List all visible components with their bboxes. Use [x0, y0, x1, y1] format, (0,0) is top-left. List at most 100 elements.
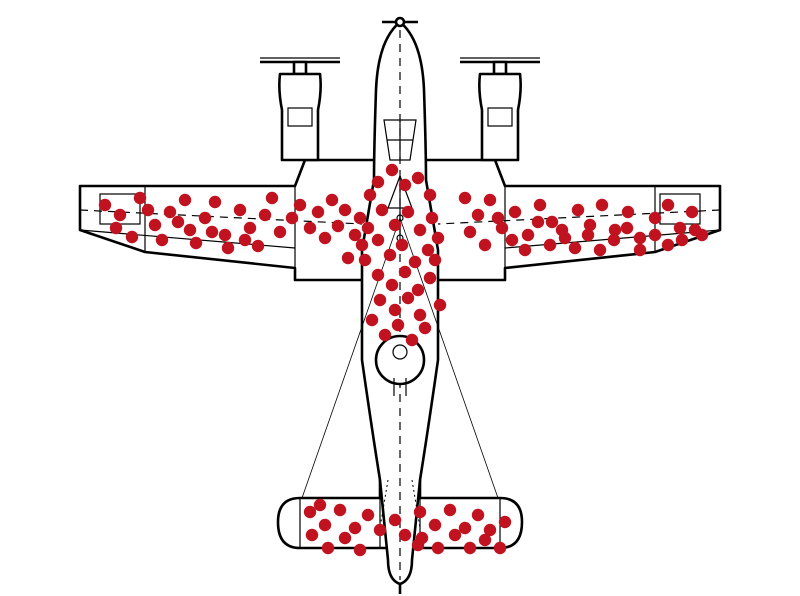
bullet-hole	[686, 206, 698, 218]
bullet-hole	[374, 524, 386, 536]
bullet-hole	[556, 224, 568, 236]
bullet-hole	[494, 542, 506, 554]
bullet-hole	[414, 224, 426, 236]
bullet-hole	[676, 234, 688, 246]
bullet-hole	[424, 189, 436, 201]
bullet-hole	[209, 196, 221, 208]
bullet-hole	[286, 212, 298, 224]
bullet-hole	[374, 294, 386, 306]
bullet-hole	[372, 234, 384, 246]
bullet-hole	[314, 499, 326, 511]
bullet-hole	[334, 504, 346, 516]
bullet-hole	[499, 516, 511, 528]
bullet-hole	[349, 229, 361, 241]
bullet-hole	[372, 269, 384, 281]
bullet-hole	[244, 222, 256, 234]
bullet-hole	[349, 522, 361, 534]
bullet-hole	[649, 229, 661, 241]
bullet-hole	[402, 206, 414, 218]
bullet-hole	[544, 239, 556, 251]
bullet-hole	[222, 242, 234, 254]
bullet-hole	[239, 234, 251, 246]
bullet-hole	[449, 529, 461, 541]
bullet-hole	[179, 194, 191, 206]
bullet-hole	[219, 229, 231, 241]
bullet-hole	[472, 209, 484, 221]
bullet-hole	[199, 212, 211, 224]
bullet-hole	[339, 204, 351, 216]
bullet-hole	[359, 254, 371, 266]
bullet-hole	[434, 299, 446, 311]
bullet-hole	[372, 176, 384, 188]
bullet-hole	[479, 239, 491, 251]
bullet-hole	[662, 239, 674, 251]
bullet-hole	[464, 542, 476, 554]
bullet-hole	[422, 244, 434, 256]
bullet-hole	[429, 519, 441, 531]
bullet-hole	[414, 309, 426, 321]
bullet-hole	[392, 319, 404, 331]
bullet-hole	[332, 220, 344, 232]
bullet-hole	[274, 226, 286, 238]
bullet-hole	[419, 322, 431, 334]
bullet-hole	[399, 179, 411, 191]
bullet-hole	[464, 226, 476, 238]
bullet-hole	[569, 242, 581, 254]
bullet-hole	[306, 529, 318, 541]
survivorship-bias-plane-diagram	[0, 0, 800, 596]
bullet-hole	[484, 194, 496, 206]
bullet-hole	[594, 244, 606, 256]
bullet-hole	[386, 164, 398, 176]
bullet-hole	[164, 206, 176, 218]
bullet-hole	[376, 204, 388, 216]
bullet-hole	[472, 509, 484, 521]
bullet-hole	[412, 172, 424, 184]
bullet-hole	[319, 232, 331, 244]
bullet-hole	[396, 239, 408, 251]
bullet-hole	[364, 189, 376, 201]
bullet-hole	[172, 216, 184, 228]
bullet-hole	[252, 240, 264, 252]
bullet-hole	[399, 266, 411, 278]
bullet-hole	[142, 204, 154, 216]
bullet-hole	[322, 542, 334, 554]
bullet-hole	[509, 206, 521, 218]
bullet-hole	[409, 256, 421, 268]
bullet-hole	[114, 209, 126, 221]
bullet-hole	[546, 216, 558, 228]
bullet-hole	[492, 212, 504, 224]
bullet-hole	[412, 284, 424, 296]
bullet-hole	[184, 224, 196, 236]
bullet-hole	[506, 234, 518, 246]
bullet-hole	[389, 514, 401, 526]
bullet-hole	[634, 244, 646, 256]
bullet-hole	[190, 237, 202, 249]
bullet-hole	[582, 229, 594, 241]
bullet-hole	[354, 544, 366, 556]
bullet-hole	[156, 234, 168, 246]
bullet-hole	[294, 199, 306, 211]
bullet-hole	[362, 509, 374, 521]
aircraft-outline	[80, 18, 720, 594]
bullet-hole	[406, 334, 418, 346]
bullet-hole	[621, 222, 633, 234]
bullet-hole	[689, 224, 701, 236]
bullet-hole	[662, 199, 674, 211]
bullet-hole	[134, 192, 146, 204]
bullet-hole	[304, 506, 316, 518]
bullet-hole	[399, 529, 411, 541]
bullet-hole	[126, 231, 138, 243]
bullet-hole	[479, 534, 491, 546]
bullet-hole	[259, 209, 271, 221]
bullet-hole	[386, 279, 398, 291]
bullet-hole	[534, 199, 546, 211]
bullet-hole	[319, 519, 331, 531]
bullet-hole	[339, 532, 351, 544]
right-engine	[460, 58, 540, 160]
bullet-hole	[234, 204, 246, 216]
left-engine	[260, 58, 340, 160]
bullet-hole	[426, 212, 438, 224]
bullet-hole	[444, 504, 456, 516]
bullet-hole	[312, 206, 324, 218]
bullet-hole	[424, 272, 436, 284]
